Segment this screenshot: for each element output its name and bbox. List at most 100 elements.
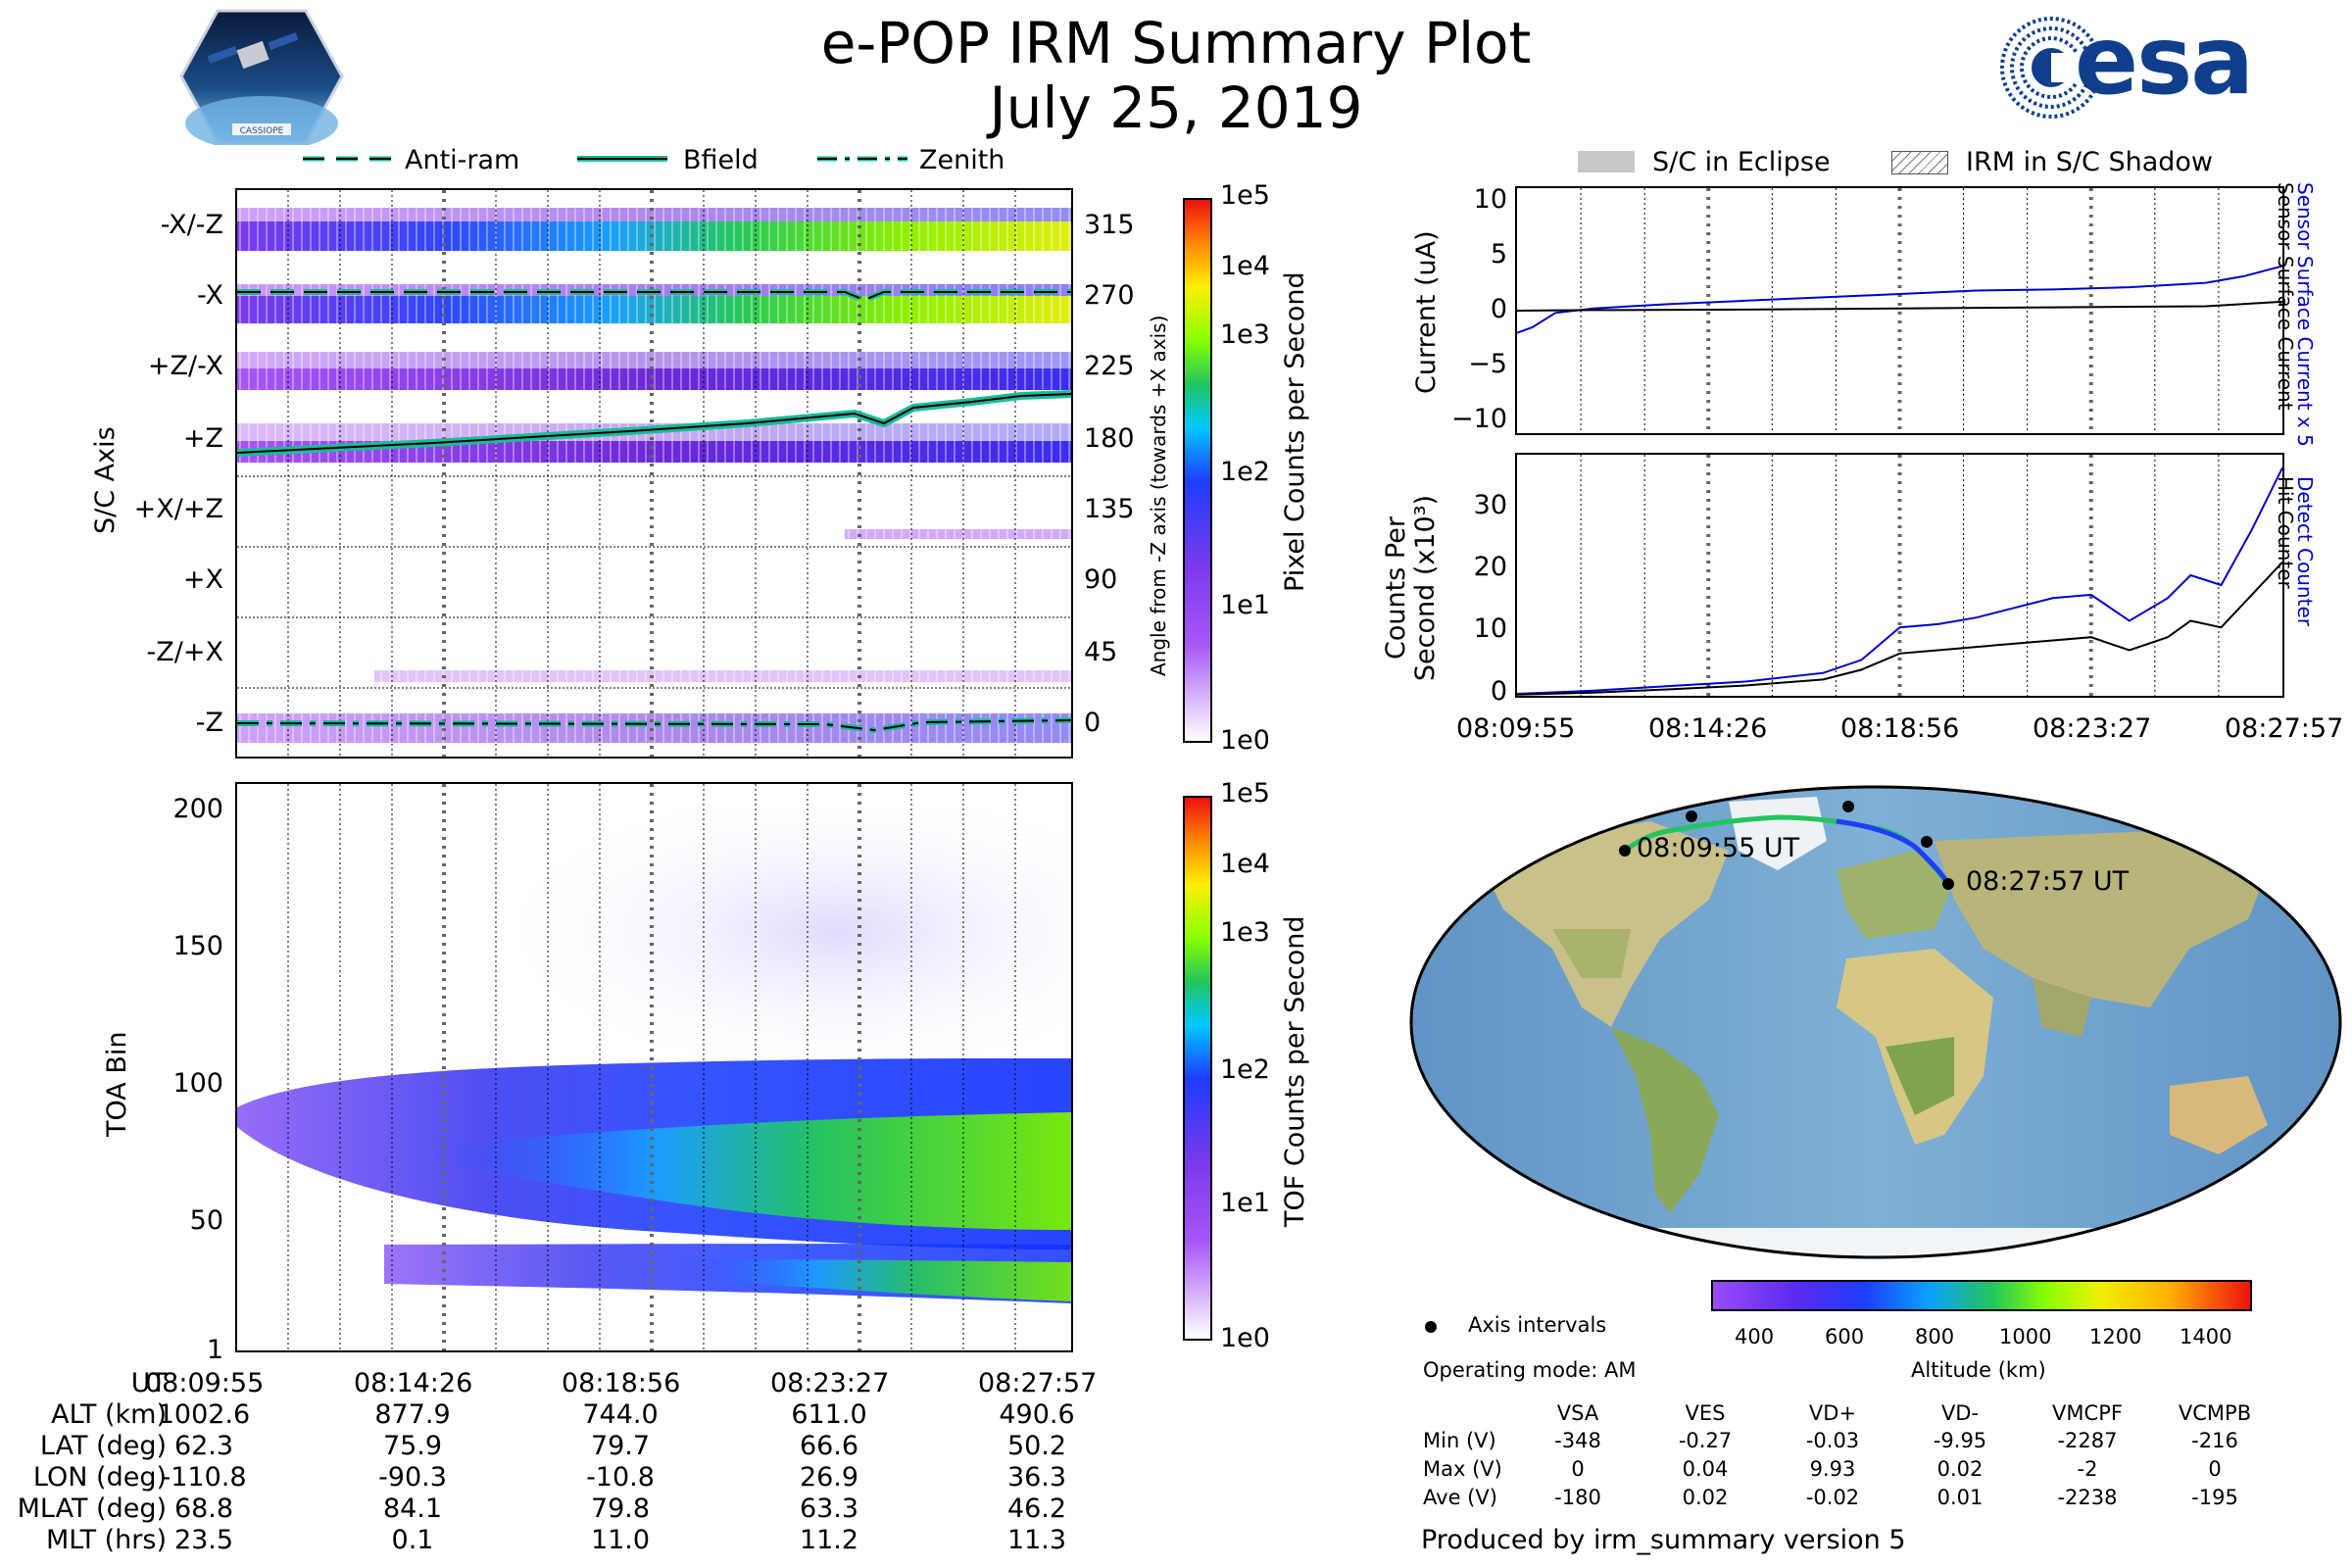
eph-mlat-value: 84.1 [382,1494,443,1524]
pixel-cbar-tick-1: 1e4 [1220,251,1270,281]
counter-ytick-30: 30 [1473,490,1507,520]
voltage-header: VD+ [1808,1401,1857,1425]
toa-panel [235,782,1073,1352]
counter-xtick-2: 08:18:56 [1840,713,1960,744]
eph-alt-value: 1002.6 [157,1399,251,1430]
toa-ytick-150: 150 [172,931,223,961]
angle-tick-90: 90 [1084,564,1118,595]
voltage-header: VMCPF [2052,1401,2123,1425]
current-ytick-10: 10 [1473,184,1507,215]
angle-tick-270: 270 [1084,280,1135,311]
esa-logo-text: esa [2075,6,2254,116]
legend-shadow-label: IRM in S/C Shadow [1966,147,2214,177]
series-line-1 [1517,562,2282,696]
legend-zenith-label: Zenith [919,145,1005,175]
voltage-value: -2287 [2057,1429,2118,1452]
eph-lon-value: 36.3 [1006,1462,1067,1493]
sc-axis-label-7: -Z [195,708,223,738]
legend-antiram-label: Anti-ram [405,145,520,175]
tof-cbar-tick-3: 1e2 [1220,1054,1270,1085]
sc-axis-label-5: +X [182,564,223,595]
sc-axis-label-1: -X [197,280,223,311]
eph-lon-value: 26.9 [799,1462,859,1493]
angle-tick-45: 45 [1084,637,1118,667]
voltage-row-label: Min (V) [1423,1429,1496,1452]
voltage-value: 0.04 [1682,1457,1729,1481]
eph-lon-value: -110.8 [161,1462,247,1493]
current-ytick-0: 0 [1490,294,1507,324]
sc-axis-panel [235,188,1073,759]
alt-tick-1400: 1400 [2180,1325,2232,1348]
alt-tick-1000: 1000 [1999,1325,2052,1348]
eph-lat-value: 79.7 [590,1431,651,1461]
sc-axis-label-2: +Z/-X [147,351,223,381]
eph-mlt-value: 11.0 [590,1525,651,1555]
tof-cbar-tick-1: 1e4 [1220,849,1270,879]
alt-tick-600: 600 [1825,1325,1865,1348]
voltage-value: 0.02 [1936,1457,1984,1481]
sc-axis-label-0: -X/-Z [160,210,223,240]
voltage-value: 9.93 [1809,1457,1856,1481]
toa-ylabel: TOA Bin [102,1031,132,1137]
tof-colorbar-label: TOF Counts per Second [1280,915,1310,1228]
eph-mlat-value: 68.8 [173,1494,234,1524]
current-ylabel: Current (uA) [1411,230,1442,394]
sc-axis-label-4: +X/+Z [133,494,223,524]
counter-ytick-0: 0 [1490,676,1507,707]
eph-lon-value: -10.8 [586,1462,655,1493]
eph-ut-value: 08:27:57 [978,1368,1098,1398]
sc-axis-label-6: -Z/+X [146,637,223,667]
counter-ylabel: Counts Per Second (x10³) [1381,494,1441,682]
produced-by-label: Produced by irm_summary version 5 [1421,1525,1906,1555]
eph-alt-value: 744.0 [582,1399,659,1430]
voltage-value: 0 [1571,1457,1585,1481]
angle-tick-180: 180 [1084,423,1135,454]
cassiope-badge-text: CASSIOPE [240,126,284,136]
tof-colorbar [1183,796,1212,1341]
map-start-label: 08:09:55 UT [1637,833,1800,863]
altitude-colorbar [1711,1280,2252,1311]
voltage-header: VCMPB [2178,1401,2252,1425]
counter-side-legend: Detect Counter Hit Counter [2274,476,2350,672]
counter-xtick-3: 08:23:27 [2033,713,2152,744]
eph-alt-value: 490.6 [999,1399,1075,1430]
ephemeris-table: UT ALT (km) LAT (deg) LON (deg) MLAT (de… [0,1364,1156,1560]
eph-ut-value: 08:09:55 [145,1368,265,1398]
page-title: e-POP IRM Summary Plot [820,10,1532,76]
voltage-value: -9.95 [1933,1429,1987,1452]
voltage-value: 0.01 [1936,1486,1984,1509]
eph-lat-value: 75.9 [382,1431,443,1461]
pixel-cbar-tick-5: 1e0 [1220,725,1270,756]
voltage-value: -216 [2191,1429,2238,1452]
voltage-value: -0.03 [1805,1429,1860,1452]
page-date: July 25, 2019 [989,74,1363,141]
counter-ytick-20: 20 [1473,552,1507,582]
voltage-value: -0.27 [1678,1429,1733,1452]
alt-tick-1200: 1200 [2089,1325,2142,1348]
eph-lat-value: 50.2 [1006,1431,1067,1461]
sc-axis-label-3: +Z [182,423,223,454]
axis-intervals-label: Axis intervals [1468,1313,1607,1337]
voltage-table: VSA VES VD+ VD- VMCPF VCMPB Min (V) -348 -0.27 -0… [1421,1401,2303,1511]
voltage-value: -195 [2191,1486,2238,1509]
current-panel [1515,186,2284,435]
current-ytick-m10: −10 [1451,404,1507,434]
sensor-current-label: Sensor Surface Current [2274,182,2297,411]
voltage-value: 0.02 [1682,1486,1729,1509]
angle-tick-0: 0 [1084,708,1102,738]
world-map: 08:09:55 UT 08:27:57 UT [1405,782,2346,1262]
pixel-colorbar-label: Pixel Counts per Second [1280,271,1310,592]
toa-ytick-1: 1 [206,1335,223,1365]
current-ytick-5: 5 [1490,239,1507,270]
eph-mlt-value: 11.2 [799,1525,859,1555]
eph-alt-value: 611.0 [791,1399,867,1430]
tof-cbar-tick-5: 1e0 [1220,1323,1270,1353]
eph-alt-value: 877.9 [374,1399,451,1430]
eph-mlat-value: 79.8 [590,1494,651,1524]
voltage-value: -348 [1554,1429,1601,1452]
pixel-cbar-tick-3: 1e2 [1220,457,1270,487]
eph-row-label-mlat: MLAT (deg) [17,1494,167,1524]
eph-ut-value: 08:14:26 [354,1368,473,1398]
eph-mlt-value: 0.1 [391,1525,434,1555]
axis-interval-dot [1425,1321,1437,1333]
